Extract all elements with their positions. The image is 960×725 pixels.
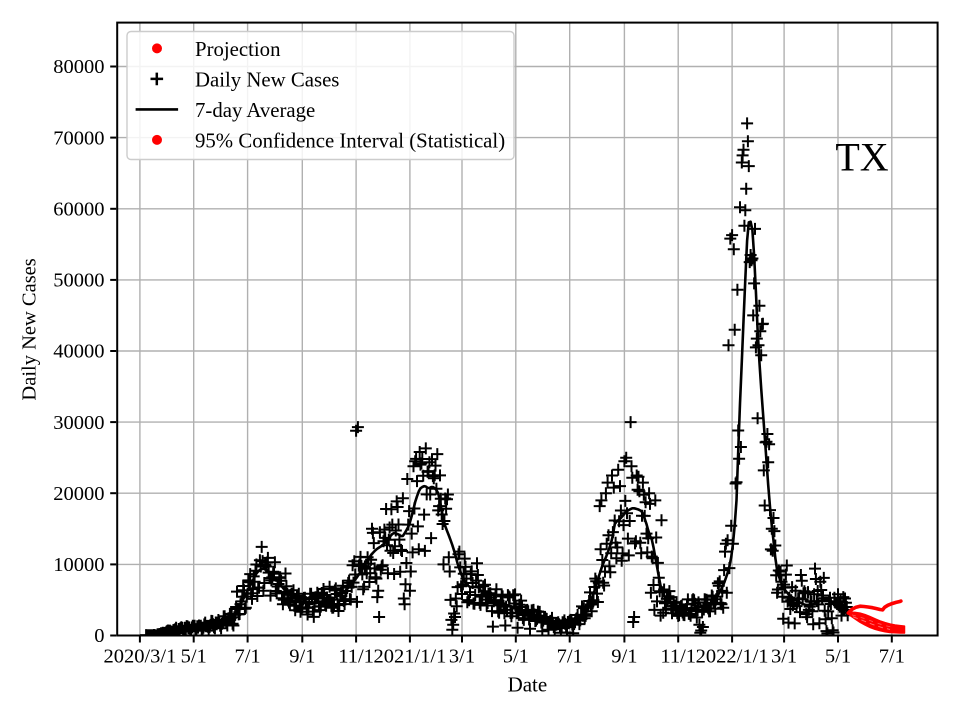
svg-text:20000: 20000 bbox=[53, 483, 104, 505]
svg-text:TX: TX bbox=[835, 135, 888, 180]
svg-text:7/1: 7/1 bbox=[234, 646, 260, 668]
svg-text:2021/1/1: 2021/1/1 bbox=[373, 646, 446, 668]
svg-text:80000: 80000 bbox=[53, 56, 104, 78]
svg-text:30000: 30000 bbox=[53, 412, 104, 434]
svg-text:70000: 70000 bbox=[53, 127, 104, 149]
svg-text:7-day Average: 7-day Average bbox=[195, 99, 315, 122]
svg-text:5/1: 5/1 bbox=[181, 646, 207, 668]
svg-text:7/1: 7/1 bbox=[557, 646, 583, 668]
svg-text:95% Confidence Interval (Stati: 95% Confidence Interval (Statistical) bbox=[195, 129, 505, 152]
svg-text:Daily New Cases: Daily New Cases bbox=[19, 258, 41, 400]
svg-text:2020/3/1: 2020/3/1 bbox=[103, 646, 176, 668]
svg-text:9/1: 9/1 bbox=[289, 646, 315, 668]
svg-text:10000: 10000 bbox=[53, 554, 104, 576]
svg-text:3/1: 3/1 bbox=[771, 646, 797, 668]
svg-text:50000: 50000 bbox=[53, 270, 104, 292]
svg-text:2022/1/1: 2022/1/1 bbox=[696, 646, 769, 668]
svg-text:11/1: 11/1 bbox=[338, 646, 374, 668]
svg-text:Date: Date bbox=[508, 672, 548, 696]
svg-text:0: 0 bbox=[94, 625, 104, 647]
svg-text:Daily New Cases: Daily New Cases bbox=[195, 68, 339, 91]
svg-text:40000: 40000 bbox=[53, 341, 104, 363]
svg-text:9/1: 9/1 bbox=[611, 646, 637, 668]
svg-text:3/1: 3/1 bbox=[449, 646, 475, 668]
svg-text:5/1: 5/1 bbox=[825, 646, 851, 668]
svg-text:60000: 60000 bbox=[53, 198, 104, 220]
svg-text:5/1: 5/1 bbox=[503, 646, 529, 668]
svg-text:Projection: Projection bbox=[195, 38, 281, 61]
svg-text:7/1: 7/1 bbox=[879, 646, 905, 668]
svg-text:11/1: 11/1 bbox=[660, 646, 696, 668]
